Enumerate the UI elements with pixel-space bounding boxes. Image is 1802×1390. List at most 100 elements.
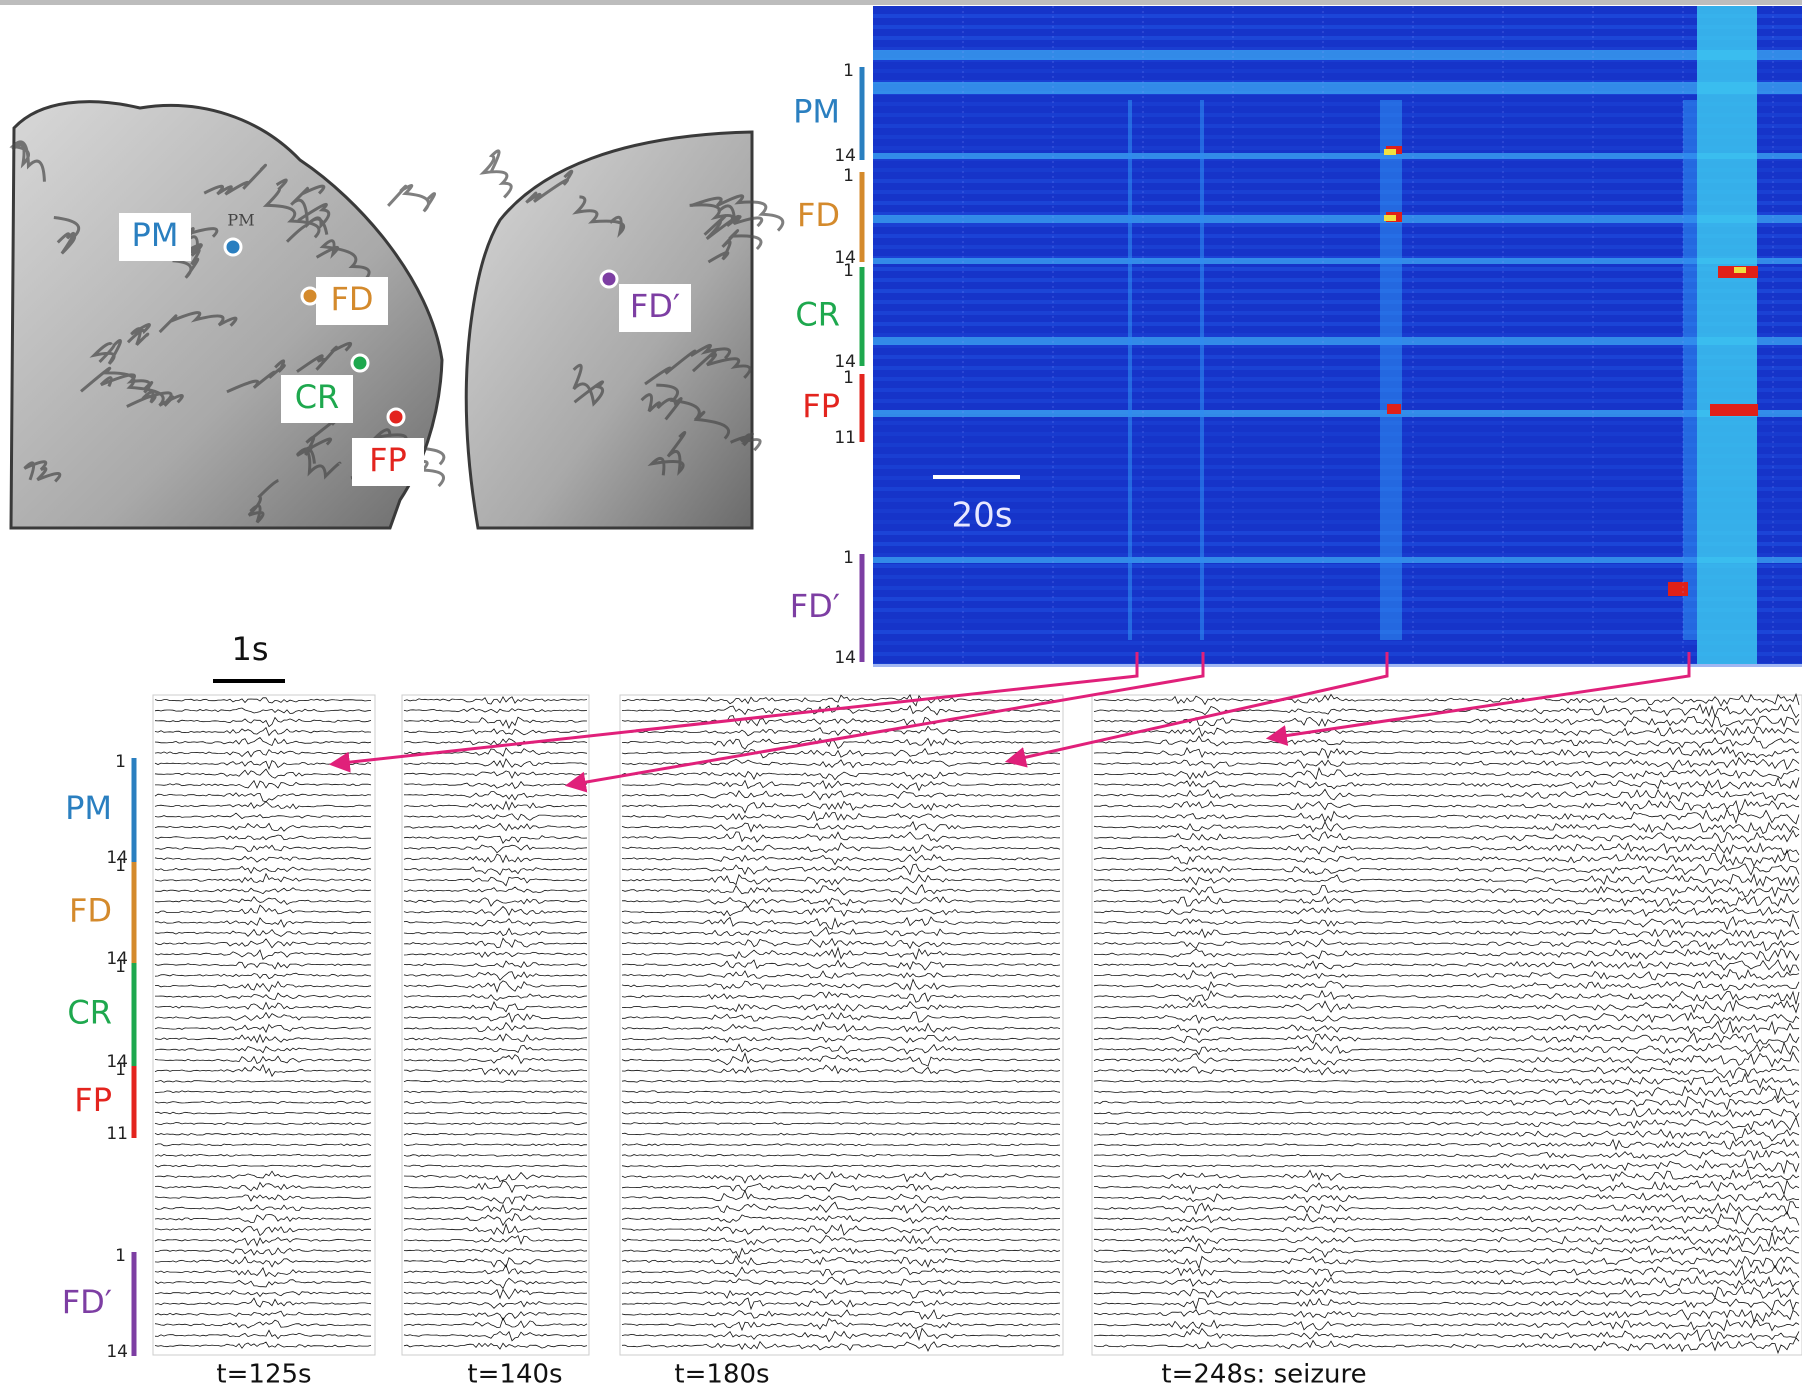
- panel-time: t=140s: [467, 1360, 562, 1390]
- heat-row: [873, 278, 1802, 282]
- group-name: PM: [65, 789, 112, 827]
- heat-row: [873, 168, 1802, 172]
- heat-row: [873, 421, 1802, 425]
- heat-row: [873, 432, 1802, 436]
- scale-bar-label: 1s: [231, 630, 268, 668]
- electrode: [302, 288, 318, 304]
- group-name: FD′: [62, 1283, 112, 1321]
- group-name: CR: [67, 994, 112, 1032]
- electrode: [352, 355, 368, 371]
- heat-row: [873, 355, 1802, 359]
- sulcus: [388, 185, 434, 211]
- heat-stripe: [873, 557, 1802, 563]
- group-last: 14: [834, 648, 856, 668]
- heat-row: [873, 179, 1802, 183]
- group-name: FD: [797, 196, 840, 234]
- group-first: 1: [115, 752, 126, 772]
- heat-col: [1380, 100, 1402, 640]
- brain-label: FP: [369, 441, 407, 479]
- brain-label: FD: [330, 280, 373, 318]
- heat-row: [873, 553, 1802, 557]
- group-first: 1: [843, 368, 854, 388]
- brain-label: PM: [132, 216, 179, 254]
- brain-label: CR: [295, 378, 340, 416]
- group-first: 1: [843, 166, 854, 186]
- group-name: FP: [74, 1081, 112, 1119]
- heat-warm: [1384, 215, 1396, 221]
- heat-row: [873, 289, 1802, 293]
- group-name: PM: [793, 93, 840, 131]
- heat-col: [1128, 100, 1132, 640]
- heat-row: [873, 487, 1802, 491]
- heat-hot: [1668, 582, 1688, 596]
- heat-row: [873, 223, 1802, 227]
- heat-stripe: [873, 258, 1802, 264]
- heat-row: [873, 597, 1802, 601]
- scale-bar-label: 20s: [952, 496, 1013, 536]
- panel-time: t=248s: seizure: [1161, 1360, 1366, 1390]
- heat-row: [873, 146, 1802, 150]
- group-last: 14: [834, 146, 856, 166]
- heat-row: [873, 113, 1802, 117]
- heat-row: [873, 564, 1802, 568]
- heat-stripe: [873, 337, 1802, 345]
- heat-row: [873, 333, 1802, 337]
- heat-row: [873, 124, 1802, 128]
- panel: [153, 695, 375, 1355]
- heat-row: [873, 14, 1802, 18]
- group-name: CR: [795, 296, 840, 334]
- heat-stripe: [873, 215, 1802, 223]
- panel-time: t=180s: [674, 1360, 769, 1390]
- heat-row: [873, 135, 1802, 139]
- heat-row: [873, 36, 1802, 40]
- group-last: 14: [106, 1342, 128, 1362]
- figure: PMFDCRFPFD′PM 20s 114PM114FD114CR111FP11…: [0, 0, 1802, 1390]
- heat-row: [873, 652, 1802, 656]
- group-first: 1: [115, 856, 126, 876]
- heat-row: [873, 322, 1802, 326]
- group-first: 1: [843, 261, 854, 281]
- heat-col: [1200, 100, 1204, 640]
- heat-row: [873, 300, 1802, 304]
- heat-row: [873, 245, 1802, 249]
- heatmap: 20s: [873, 6, 1802, 667]
- group-first: 1: [115, 1246, 126, 1266]
- heat-row: [873, 641, 1802, 645]
- heat-row: [873, 399, 1802, 403]
- group-last: 11: [834, 428, 856, 448]
- heat-row: [873, 663, 1802, 667]
- electrode: [225, 239, 241, 255]
- sulcus: [483, 151, 511, 198]
- group-name: FP: [802, 387, 840, 425]
- heat-row: [873, 443, 1802, 447]
- heat-row: [873, 366, 1802, 370]
- heat-row: [873, 542, 1802, 546]
- panel: [1092, 695, 1802, 1355]
- heatmap-labels: 114PM114FD114CR111FP114FD′: [790, 61, 862, 668]
- heat-row: [873, 267, 1802, 271]
- group-name: FD′: [790, 587, 840, 625]
- heat-row: [873, 201, 1802, 205]
- group-first: 1: [843, 548, 854, 568]
- heat-stripe: [873, 50, 1802, 60]
- heat-seizure: [1697, 6, 1757, 664]
- heat-row: [873, 102, 1802, 106]
- electrode: [388, 409, 404, 425]
- heat-stripe: [873, 153, 1802, 159]
- heat-row: [873, 575, 1802, 579]
- heat-row: [873, 190, 1802, 194]
- heat-row: [873, 311, 1802, 315]
- heat-row: [873, 586, 1802, 590]
- brain-small-label: PM: [227, 211, 254, 230]
- heat-row: [873, 388, 1802, 392]
- heat-row: [873, 69, 1802, 73]
- heat-row: [873, 630, 1802, 634]
- brain-label: FD′: [630, 287, 680, 325]
- heat-row: [873, 454, 1802, 458]
- heat-row: [873, 25, 1802, 29]
- panel: [620, 695, 1063, 1355]
- heat-hot: [1710, 404, 1758, 416]
- group-last: 11: [106, 1124, 128, 1144]
